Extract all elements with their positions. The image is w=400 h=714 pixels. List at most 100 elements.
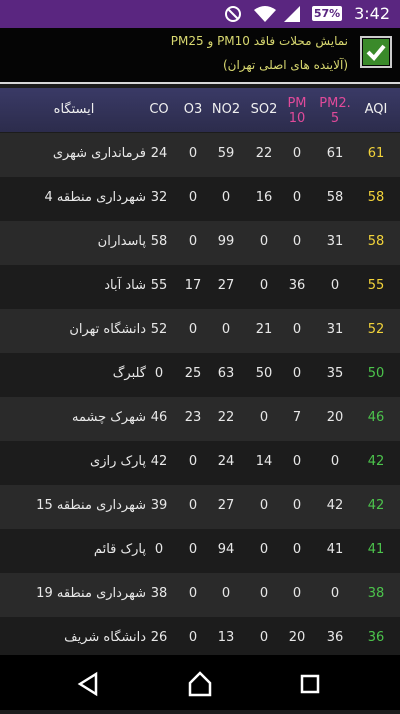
pollutant-value: 16 <box>255 190 273 205</box>
pollutant-value: 0 <box>292 586 302 601</box>
back-button[interactable] <box>77 671 98 697</box>
aqi-value: 55 <box>367 278 385 293</box>
station-name: دانشگاه تهران <box>69 322 146 337</box>
status-icons <box>225 6 300 22</box>
pollutant-value: 0 <box>259 630 269 645</box>
aqi-value: 58 <box>367 190 385 205</box>
pollutant-value: 0 <box>188 190 198 205</box>
check-mark <box>363 39 389 65</box>
pollutant-value: 20 <box>326 410 344 425</box>
pollutant-value: 0 <box>221 190 231 205</box>
filter-checkbox[interactable] <box>360 36 392 68</box>
pollutant-value: 0 <box>292 190 302 205</box>
aqi-value: 42 <box>367 454 385 469</box>
station-name: شهرک چشمه <box>72 410 146 425</box>
pollutant-value: 7 <box>292 410 302 425</box>
column-header[interactable]: O3 <box>183 102 203 117</box>
pollutant-value: 0 <box>330 586 340 601</box>
column-header[interactable]: PM10 <box>287 96 307 126</box>
column-header[interactable]: ایستگاه <box>53 102 95 117</box>
table-row[interactable]: پارک قائم 0 0 94 0 0 41 41 <box>0 529 400 573</box>
table-row[interactable]: گلبرگ 0 25 63 50 0 35 50 <box>0 353 400 397</box>
pollutant-value: 0 <box>154 542 164 557</box>
station-name: شاد آباد <box>104 278 146 293</box>
aqi-value: 42 <box>367 498 385 513</box>
pollutant-value: 0 <box>292 322 302 337</box>
pollutant-value: 55 <box>150 278 168 293</box>
pollutant-value: 0 <box>188 498 198 513</box>
pollutant-value: 26 <box>150 630 168 645</box>
station-name: پاسداران <box>97 234 146 249</box>
pollutant-value: 0 <box>292 454 302 469</box>
pollutant-value: 41 <box>326 542 344 557</box>
pollutant-value: 0 <box>259 586 269 601</box>
pollutant-value: 0 <box>292 146 302 161</box>
pollutant-value: 99 <box>217 234 235 249</box>
pollutant-value: 61 <box>326 146 344 161</box>
pollutant-value: 39 <box>150 498 168 513</box>
nav-buttons <box>77 671 320 697</box>
pollutant-value: 0 <box>188 630 198 645</box>
pollutant-value: 24 <box>150 146 168 161</box>
column-header[interactable]: PM2.5 <box>319 96 351 126</box>
table-row[interactable]: پارک رازی 42 0 24 14 0 0 42 <box>0 441 400 485</box>
pollutant-value: 94 <box>217 542 235 557</box>
status-bar: 57% 3:42 <box>0 0 400 28</box>
filter-title: نمایش محلات فاقد PM10 و PM25 <box>170 34 348 48</box>
table-row[interactable]: شهرداری منطقه 15 39 0 27 0 0 42 42 <box>0 485 400 529</box>
battery: 57% <box>312 6 342 21</box>
pollutant-value: 0 <box>292 542 302 557</box>
pollutant-value: 31 <box>326 234 344 249</box>
pollutant-value: 0 <box>221 586 231 601</box>
pollutant-value: 0 <box>292 366 302 381</box>
pollutant-value: 32 <box>150 190 168 205</box>
pollutant-value: 58 <box>150 234 168 249</box>
pollutant-value: 0 <box>188 542 198 557</box>
table-row[interactable]: شهرداری منطقه 19 38 0 0 0 0 0 38 <box>0 573 400 617</box>
aqi-value: 46 <box>367 410 385 425</box>
column-header[interactable]: NO2 <box>211 102 241 117</box>
aqi-value: 41 <box>367 542 385 557</box>
pollutant-value: 0 <box>330 278 340 293</box>
pollutant-value: 52 <box>150 322 168 337</box>
station-name: شهرداری منطقه 15 <box>36 498 146 513</box>
station-name: پارک رازی <box>90 454 146 469</box>
pollutant-value: 0 <box>259 278 269 293</box>
pollutant-value: 0 <box>259 498 269 513</box>
pollutant-value: 0 <box>292 498 302 513</box>
station-name: دانشگاه شریف <box>64 630 146 645</box>
pollutant-value: 22 <box>217 410 235 425</box>
pollutant-value: 31 <box>326 322 344 337</box>
pollutant-value: 20 <box>288 630 306 645</box>
clock: 3:42 <box>354 4 390 23</box>
pollutant-value: 0 <box>188 146 198 161</box>
home-button[interactable] <box>188 671 212 697</box>
table-row[interactable]: دانشگاه شریف 26 0 13 0 20 36 36 <box>0 617 400 661</box>
column-header[interactable]: AQI <box>364 102 388 117</box>
column-header[interactable]: SO2 <box>250 102 278 117</box>
pollutant-value: 58 <box>326 190 344 205</box>
table-header: ایستگاه CO O3 NO2 SO2 PM10 PM2.5 AQI <box>0 88 400 132</box>
aqi-value: 52 <box>367 322 385 337</box>
pollutant-value: 21 <box>255 322 273 337</box>
pollutant-value: 22 <box>255 146 273 161</box>
recent-button[interactable] <box>300 674 320 694</box>
table-row[interactable]: شهرداری منطقه 4 32 0 0 16 0 58 58 <box>0 177 400 221</box>
pollutant-value: 25 <box>184 366 202 381</box>
aqi-value: 50 <box>367 366 385 381</box>
table-row[interactable]: فرمانداری شهری 24 0 59 22 0 61 61 <box>0 133 400 177</box>
pollutant-value: 24 <box>217 454 235 469</box>
pollutant-value: 35 <box>326 366 344 381</box>
column-header[interactable]: CO <box>149 102 169 117</box>
pollutant-value: 0 <box>188 234 198 249</box>
pollutant-value: 50 <box>255 366 273 381</box>
aqi-value: 58 <box>367 234 385 249</box>
table-row[interactable]: پاسداران 58 0 99 0 0 31 58 <box>0 221 400 265</box>
pollutant-value: 59 <box>217 146 235 161</box>
table-row[interactable]: شهرک چشمه 46 23 22 0 7 20 46 <box>0 397 400 441</box>
table-row[interactable]: شاد آباد 55 17 27 0 36 0 55 <box>0 265 400 309</box>
pollutant-value: 13 <box>217 630 235 645</box>
table-row[interactable]: دانشگاه تهران 52 0 0 21 0 31 52 <box>0 309 400 353</box>
station-name: پارک قائم <box>93 542 146 557</box>
station-name: شهرداری منطقه 19 <box>36 586 146 601</box>
